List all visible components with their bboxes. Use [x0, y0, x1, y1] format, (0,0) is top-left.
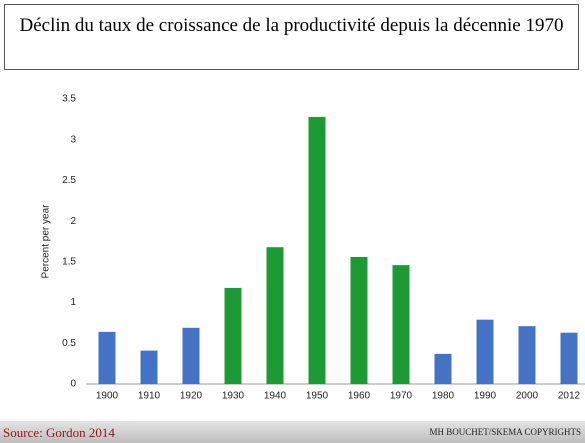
bar	[308, 116, 326, 384]
bar	[266, 247, 284, 384]
y-axis-label: Percent per year	[41, 204, 52, 279]
slide-title: Déclin du taux de croissance de la produ…	[4, 4, 579, 70]
bar	[98, 331, 116, 384]
bar	[350, 256, 368, 384]
bar	[518, 326, 536, 384]
x-tick-label: 1980	[432, 391, 455, 402]
x-tick-label: 2012	[558, 391, 581, 402]
bar	[476, 319, 494, 384]
bar	[392, 265, 410, 384]
copyright: MH BOUCHET/SKEMA COPYRIGHTS	[429, 427, 581, 437]
x-tick-label: 2000	[516, 391, 539, 402]
x-tick-label: 1960	[348, 391, 371, 402]
x-tick-label: 1910	[138, 391, 161, 402]
x-tick-label: 1940	[264, 391, 287, 402]
x-tick-label: 1970	[390, 391, 413, 402]
bar	[182, 327, 200, 384]
y-tick-label: 2.5	[62, 175, 76, 186]
bar	[434, 353, 452, 384]
footer: Source: Gordon 2014 MH BOUCHET/SKEMA COP…	[0, 421, 585, 443]
chart: Percent per year 0 0.5 1 1.5 2 2.5 3 3.5 1900 1910…	[41, 94, 585, 402]
x-tick-label: 1990	[474, 391, 497, 402]
y-tick-label: 0.5	[62, 338, 76, 349]
x-tick-label: 1900	[96, 391, 119, 402]
y-tick-label: 3	[70, 134, 76, 145]
y-tick-label: 2	[70, 216, 76, 227]
x-tick-label: 1920	[180, 391, 203, 402]
bar	[224, 287, 242, 384]
y-tick-label: 3.5	[62, 94, 76, 105]
bar	[140, 350, 158, 384]
y-tick-label: 1	[70, 297, 76, 308]
y-tick-label: 0	[70, 379, 76, 390]
x-tick-label: 1950	[306, 391, 329, 402]
source: Source: Gordon 2014	[3, 425, 115, 440]
bar	[560, 332, 578, 384]
y-tick-label: 1.5	[62, 256, 76, 267]
x-tick-label: 1930	[222, 391, 245, 402]
